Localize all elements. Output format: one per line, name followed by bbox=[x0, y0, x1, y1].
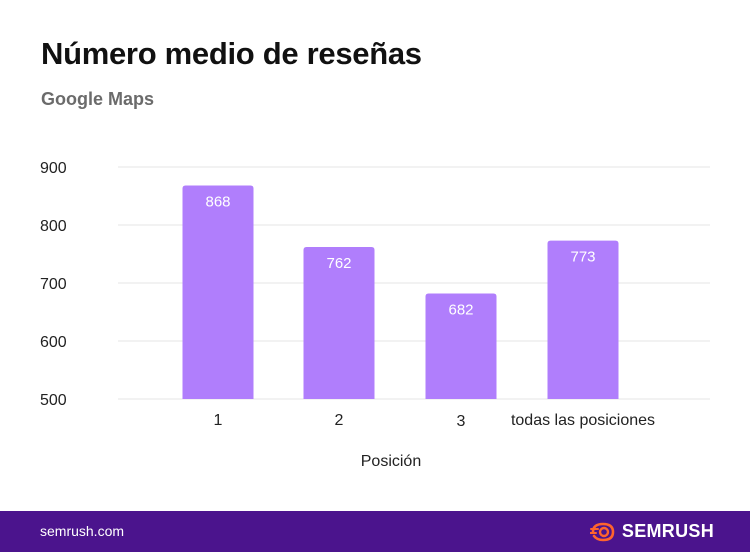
x-tick-label: 3 bbox=[457, 413, 466, 430]
chart-subtitle: Google Maps bbox=[41, 89, 155, 109]
y-tick-label: 800 bbox=[40, 218, 67, 235]
data-label: 682 bbox=[448, 301, 473, 318]
data-label: 773 bbox=[570, 249, 595, 266]
y-tick-label: 700 bbox=[40, 276, 67, 293]
brand-logo: SEMRUSH bbox=[589, 521, 714, 542]
bar bbox=[303, 247, 375, 399]
y-tick-label: 500 bbox=[40, 392, 67, 409]
bar-chart: 500 600 700 800 900 868 1 762 2 682 3 773 todas las … bbox=[40, 160, 710, 470]
x-tick-label: 1 bbox=[214, 412, 223, 429]
x-axis-title: Posición bbox=[361, 453, 421, 470]
x-tick-label: 2 bbox=[335, 412, 344, 429]
data-label: 762 bbox=[326, 255, 351, 272]
bar bbox=[182, 185, 254, 399]
y-tick-label: 900 bbox=[40, 160, 67, 177]
chart-title: Número medio de reseñas bbox=[41, 36, 422, 71]
footer-url: semrush.com bbox=[40, 523, 125, 539]
x-tick-label: todas las posiciones bbox=[511, 412, 655, 429]
semrush-flame-icon bbox=[589, 522, 615, 541]
footer-bar: semrush.com SEMRUSH bbox=[0, 511, 750, 552]
y-tick-label: 600 bbox=[40, 334, 67, 351]
bar bbox=[425, 293, 497, 399]
brand-name: SEMRUSH bbox=[621, 521, 714, 541]
bar bbox=[547, 240, 619, 399]
data-label: 868 bbox=[205, 194, 230, 211]
